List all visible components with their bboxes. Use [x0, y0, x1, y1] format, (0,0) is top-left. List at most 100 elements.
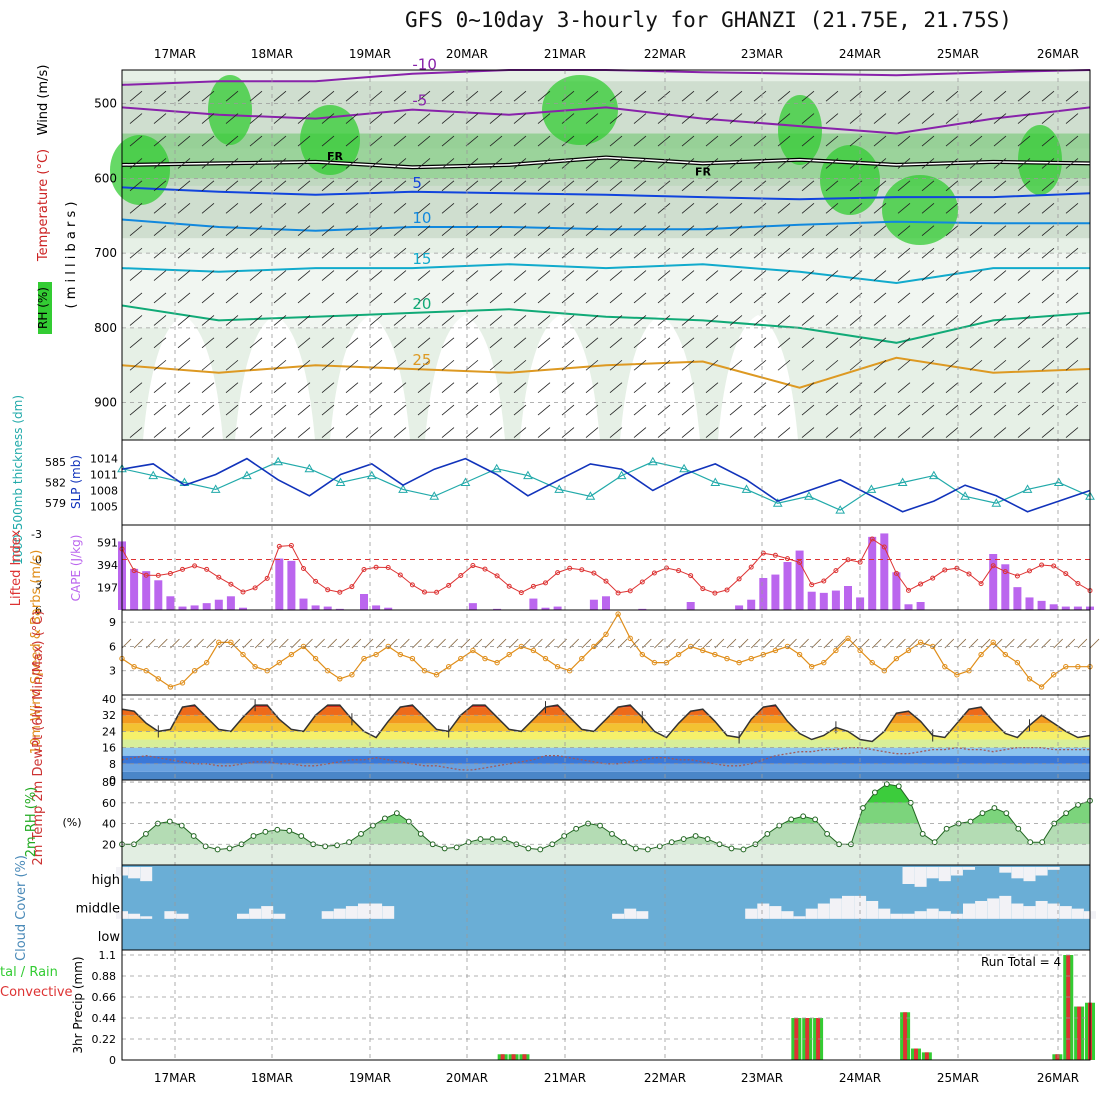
- lifted-index-marker: [337, 589, 343, 595]
- thickness-marker: [616, 470, 627, 480]
- upper-wind-barb: [897, 382, 911, 393]
- upper-wind-barb: [465, 180, 479, 192]
- upper-wind-barb: [321, 359, 335, 371]
- upper-wind-barb: [993, 247, 1007, 259]
- upper-wind-barb: [297, 90, 311, 102]
- wind-speed-marker: [615, 611, 621, 617]
- lifted-index-marker: [325, 587, 331, 593]
- upper-wind-barb: [273, 180, 287, 192]
- upper-wind-barb: [873, 90, 887, 102]
- upper-wind-barb: [729, 113, 743, 124]
- upper-wind-barb: [249, 292, 263, 304]
- dry-plume: [235, 315, 315, 440]
- wind-speed-marker: [228, 639, 234, 646]
- upper-wind-barb: [801, 247, 815, 259]
- lifted-index-marker: [555, 570, 561, 576]
- rh-moist-patch: [778, 95, 822, 165]
- upper-wind-barb: [465, 292, 479, 304]
- upper-wind-barb: [993, 337, 1007, 349]
- thickness-marker: [554, 484, 565, 493]
- upper-wind-barb: [609, 337, 623, 349]
- rh-marker: [812, 816, 819, 823]
- wind-speed-marker: [712, 651, 718, 658]
- upper-wind-barb: [561, 337, 575, 349]
- upper-wind-barb: [585, 90, 599, 102]
- upper-wind-barb: [729, 225, 743, 237]
- upper-wind-barb: [633, 180, 647, 192]
- cloud-middle-bar: [854, 895, 867, 919]
- upper-wind-barb: [417, 158, 431, 169]
- upper-wind-barb: [801, 427, 815, 438]
- upper-wind-barb: [633, 337, 647, 349]
- rh-marker: [250, 833, 257, 839]
- upper-wind-barb: [561, 113, 575, 124]
- upper-wind-barb: [513, 270, 527, 281]
- rh-marker: [1063, 810, 1069, 817]
- upper-wind-barb: [321, 225, 335, 237]
- cape-bar: [686, 602, 695, 610]
- upper-wind-barb: [705, 202, 719, 214]
- wind-speed-marker: [349, 672, 355, 678]
- upper-wind-barb: [513, 404, 527, 416]
- cape-axis-label: CAPE (J/kg): [69, 535, 83, 602]
- upper-wind-barb: [633, 315, 647, 326]
- precip-convective-label: Convective: [0, 985, 73, 1000]
- upper-wind-barb: [873, 404, 887, 416]
- upper-wind-barb: [825, 404, 839, 416]
- upper-wind-barb: [441, 382, 455, 393]
- cloud-high-bar: [926, 867, 939, 879]
- upper-wind-barb: [825, 90, 839, 102]
- upper-wind-barb: [177, 270, 191, 281]
- temp-tick: 40: [102, 693, 116, 706]
- upper-wind-barb: [441, 225, 455, 237]
- upper-wind-barb: [249, 225, 263, 237]
- upper-wind-barb: [489, 113, 503, 124]
- rh-marker: [441, 845, 448, 852]
- cloud-high-bar: [963, 867, 975, 870]
- lifted-index-marker: [579, 567, 585, 573]
- upper-wind-barb: [201, 202, 215, 214]
- rh-marker: [1003, 810, 1010, 817]
- lifted-index-marker: [785, 556, 790, 562]
- cloud-middle-bar: [745, 908, 758, 919]
- temp-tick: 32: [102, 709, 116, 722]
- upper-wind-barb: [753, 158, 767, 169]
- cape-bar: [493, 608, 502, 610]
- upper-wind-barb: [393, 292, 407, 304]
- upper-wind-barb: [609, 247, 623, 259]
- rh-band-fill: [122, 844, 1090, 865]
- cape-bar: [771, 574, 780, 610]
- upper-wind-barb: [897, 113, 911, 124]
- temp-band: [122, 771, 1090, 780]
- wind-speed-marker: [942, 663, 948, 670]
- upper-wind-barb: [681, 158, 695, 169]
- upper-wind-barb: [897, 427, 911, 438]
- upper-wind-barb: [153, 337, 167, 349]
- upper-wind-barb: [873, 382, 887, 393]
- upper-wind-barb: [297, 404, 311, 416]
- wind-speed-marker: [397, 651, 403, 658]
- upper-wind-barb: [201, 292, 215, 304]
- upper-wind-barb: [297, 247, 311, 259]
- upper-wind-barb: [345, 270, 359, 281]
- upper-wind-barb: [729, 359, 743, 371]
- upper-wind-barb: [561, 90, 575, 102]
- upper-wind-barb: [633, 225, 647, 237]
- upper-wind-barb: [657, 382, 671, 393]
- wind10-barb: [327, 638, 337, 649]
- upper-wind-barb: [705, 404, 719, 416]
- upper-wind-barb: [897, 270, 911, 281]
- upper-wind-barb: [465, 404, 479, 416]
- wind-speed-marker: [409, 655, 416, 662]
- upper-wind-barb: [561, 359, 575, 371]
- lifted-index-marker: [1075, 580, 1081, 586]
- wind10-barb: [1053, 638, 1063, 649]
- isotherm-10: [121, 218, 1090, 232]
- upper-wind-barb: [777, 90, 791, 102]
- upper-wind-barb: [153, 113, 167, 124]
- lifted-index-marker: [518, 590, 524, 596]
- upper-wind-barb: [513, 292, 527, 304]
- upper-wind-barb: [225, 247, 239, 259]
- upper-wind-barb: [273, 247, 287, 259]
- cape-bar: [190, 605, 199, 610]
